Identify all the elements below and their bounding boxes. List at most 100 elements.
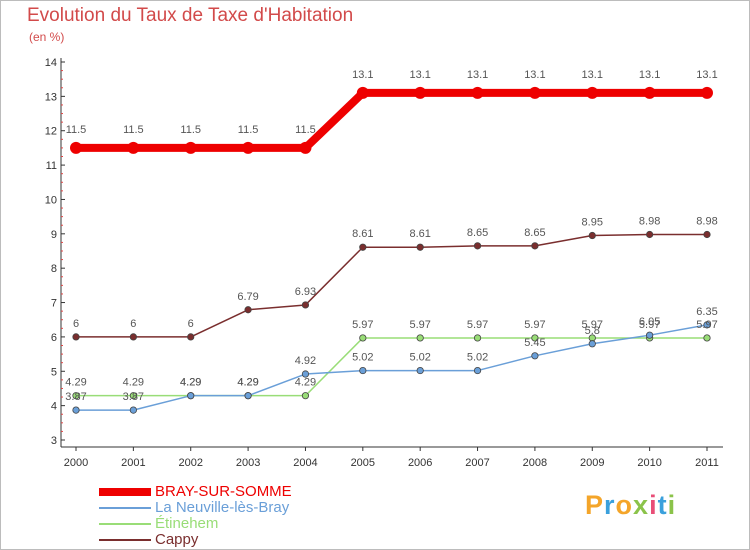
data-point bbox=[588, 231, 596, 240]
data-label: 4.29 bbox=[237, 377, 258, 389]
x-tick-label: 2009 bbox=[580, 457, 604, 469]
legend-label: La Neuville-lès-Bray bbox=[155, 499, 290, 516]
data-label: 5.97 bbox=[582, 319, 603, 331]
x-tick-label: 2011 bbox=[695, 457, 719, 469]
data-point bbox=[72, 406, 80, 414]
data-label: 6 bbox=[188, 318, 194, 330]
data-label: 13.1 bbox=[352, 69, 373, 81]
data-label: 4.29 bbox=[180, 377, 201, 389]
x-tick-label: 2005 bbox=[351, 457, 375, 469]
data-label: 8.61 bbox=[352, 228, 373, 240]
data-label: 8.61 bbox=[409, 228, 430, 240]
data-label: 8.95 bbox=[582, 217, 603, 229]
y-tick-label: 8 bbox=[51, 263, 57, 275]
logo-letter: x bbox=[633, 490, 650, 520]
y-tick-label: 7 bbox=[51, 298, 57, 310]
data-point bbox=[701, 86, 713, 99]
x-tick-label: 2007 bbox=[465, 457, 489, 469]
data-point bbox=[586, 86, 599, 99]
data-label: 11.5 bbox=[123, 124, 144, 136]
data-label: 11.5 bbox=[180, 124, 201, 136]
data-point bbox=[356, 86, 369, 99]
data-point bbox=[646, 230, 654, 239]
y-tick-label: 4 bbox=[51, 401, 57, 413]
data-label: 5.97 bbox=[524, 319, 545, 331]
data-point bbox=[588, 340, 596, 348]
series-line bbox=[76, 233, 707, 338]
logo-letter: o bbox=[615, 490, 634, 520]
data-point bbox=[531, 334, 539, 342]
data-point bbox=[129, 392, 137, 400]
data-point bbox=[416, 334, 424, 342]
logo-letter: i bbox=[649, 490, 658, 520]
data-point bbox=[359, 366, 367, 375]
data-label: 5.02 bbox=[352, 352, 373, 364]
data-label: 13.1 bbox=[582, 69, 603, 81]
data-point bbox=[129, 406, 137, 414]
logo-letter: t bbox=[657, 490, 668, 520]
data-label: 6 bbox=[73, 318, 79, 330]
data-label: 8.65 bbox=[524, 227, 545, 239]
data-point bbox=[643, 86, 656, 99]
y-tick-label: 13 bbox=[45, 91, 57, 103]
data-point bbox=[646, 331, 654, 339]
y-tick-label: 6 bbox=[51, 332, 57, 344]
data-point bbox=[301, 301, 310, 309]
data-point bbox=[528, 86, 541, 99]
data-point bbox=[414, 86, 427, 99]
y-tick-label: 11 bbox=[46, 160, 57, 172]
data-label: 13.1 bbox=[696, 69, 717, 81]
legend-label: BRAY-SUR-SOMME bbox=[155, 483, 292, 500]
data-label: 4.29 bbox=[65, 377, 86, 389]
data-point bbox=[70, 141, 82, 154]
series-line bbox=[76, 337, 707, 397]
data-label: 5.45 bbox=[524, 337, 545, 349]
logo-letter: r bbox=[604, 490, 616, 520]
y-tick-label: 3 bbox=[51, 435, 57, 447]
x-tick-label: 2002 bbox=[178, 457, 202, 469]
data-label: 3.87 bbox=[123, 391, 144, 403]
data-point bbox=[129, 333, 137, 341]
data-label: 4.92 bbox=[295, 355, 316, 367]
x-tick-label: 2004 bbox=[293, 457, 317, 469]
data-label: 4.29 bbox=[295, 377, 316, 389]
legend-swatch bbox=[99, 507, 151, 509]
legend-swatch bbox=[99, 488, 151, 496]
data-point bbox=[299, 141, 312, 154]
data-point bbox=[471, 86, 484, 99]
y-tick-label: 5 bbox=[51, 366, 57, 378]
chart-subtitle: (en %) bbox=[29, 30, 65, 44]
data-point bbox=[703, 230, 711, 239]
legend-swatch bbox=[99, 539, 151, 541]
data-label: 8.98 bbox=[696, 216, 717, 228]
data-point bbox=[531, 352, 539, 360]
x-tick-label: 2008 bbox=[523, 457, 547, 469]
data-point bbox=[72, 333, 80, 341]
data-label: 8.98 bbox=[639, 216, 660, 228]
proxiti-logo: Proxiti bbox=[585, 490, 676, 521]
series-line bbox=[76, 88, 707, 152]
data-point bbox=[127, 141, 140, 154]
data-point bbox=[187, 392, 195, 400]
legend-label: Cappy bbox=[155, 531, 199, 548]
y-tick-label: 9 bbox=[51, 229, 57, 241]
data-label: 5.97 bbox=[409, 319, 430, 331]
data-label: 11.5 bbox=[295, 124, 316, 136]
data-label: 6.79 bbox=[237, 291, 258, 303]
data-label: 11.5 bbox=[238, 124, 259, 136]
data-label: 8.65 bbox=[467, 227, 488, 239]
data-point bbox=[242, 141, 255, 154]
series-line bbox=[76, 324, 708, 411]
data-point bbox=[359, 243, 367, 251]
data-label: 13.1 bbox=[409, 69, 430, 81]
y-tick-label: 14 bbox=[45, 57, 57, 69]
data-point bbox=[187, 333, 195, 341]
data-point bbox=[359, 334, 367, 342]
x-tick-label: 2003 bbox=[236, 457, 260, 469]
data-point bbox=[531, 242, 539, 250]
logo-letter: P bbox=[585, 490, 605, 520]
data-label: 5.97 bbox=[639, 319, 660, 331]
data-point bbox=[244, 306, 252, 314]
